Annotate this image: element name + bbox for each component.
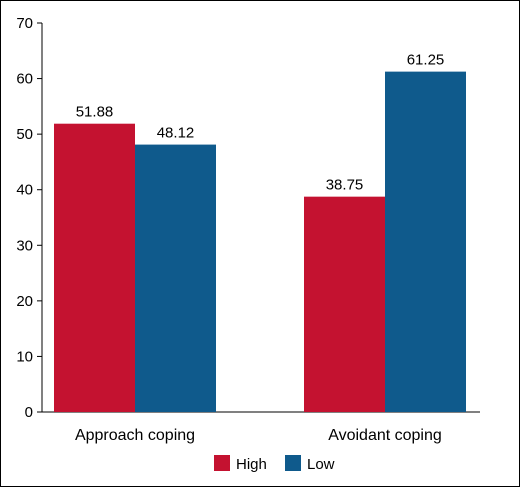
legend-label: High: [236, 456, 267, 473]
y-tick-label: 0: [25, 404, 33, 421]
bar-low-0: [135, 144, 216, 413]
bar-high-1: [304, 196, 385, 412]
bar-low-1: [385, 71, 466, 412]
x-tick-label: Avoidant coping: [328, 427, 442, 444]
data-label: 48.12: [157, 125, 195, 142]
y-tick-label: 50: [16, 126, 33, 143]
x-tick-label: Approach coping: [75, 427, 195, 444]
legend-swatch-low: [285, 455, 301, 471]
bar-high-0: [54, 123, 135, 412]
data-label: 61.25: [407, 52, 445, 69]
data-label: 51.88: [76, 104, 114, 121]
y-tick-label: 20: [16, 293, 33, 310]
data-label: 38.75: [326, 177, 364, 194]
y-tick-label: 40: [16, 182, 33, 199]
legend-swatch-high: [214, 455, 230, 471]
y-tick-label: 70: [16, 15, 33, 32]
legend-label: Low: [307, 456, 335, 473]
y-tick-label: 10: [16, 348, 33, 365]
y-tick-label: 60: [16, 71, 33, 88]
y-tick-label: 30: [16, 237, 33, 254]
